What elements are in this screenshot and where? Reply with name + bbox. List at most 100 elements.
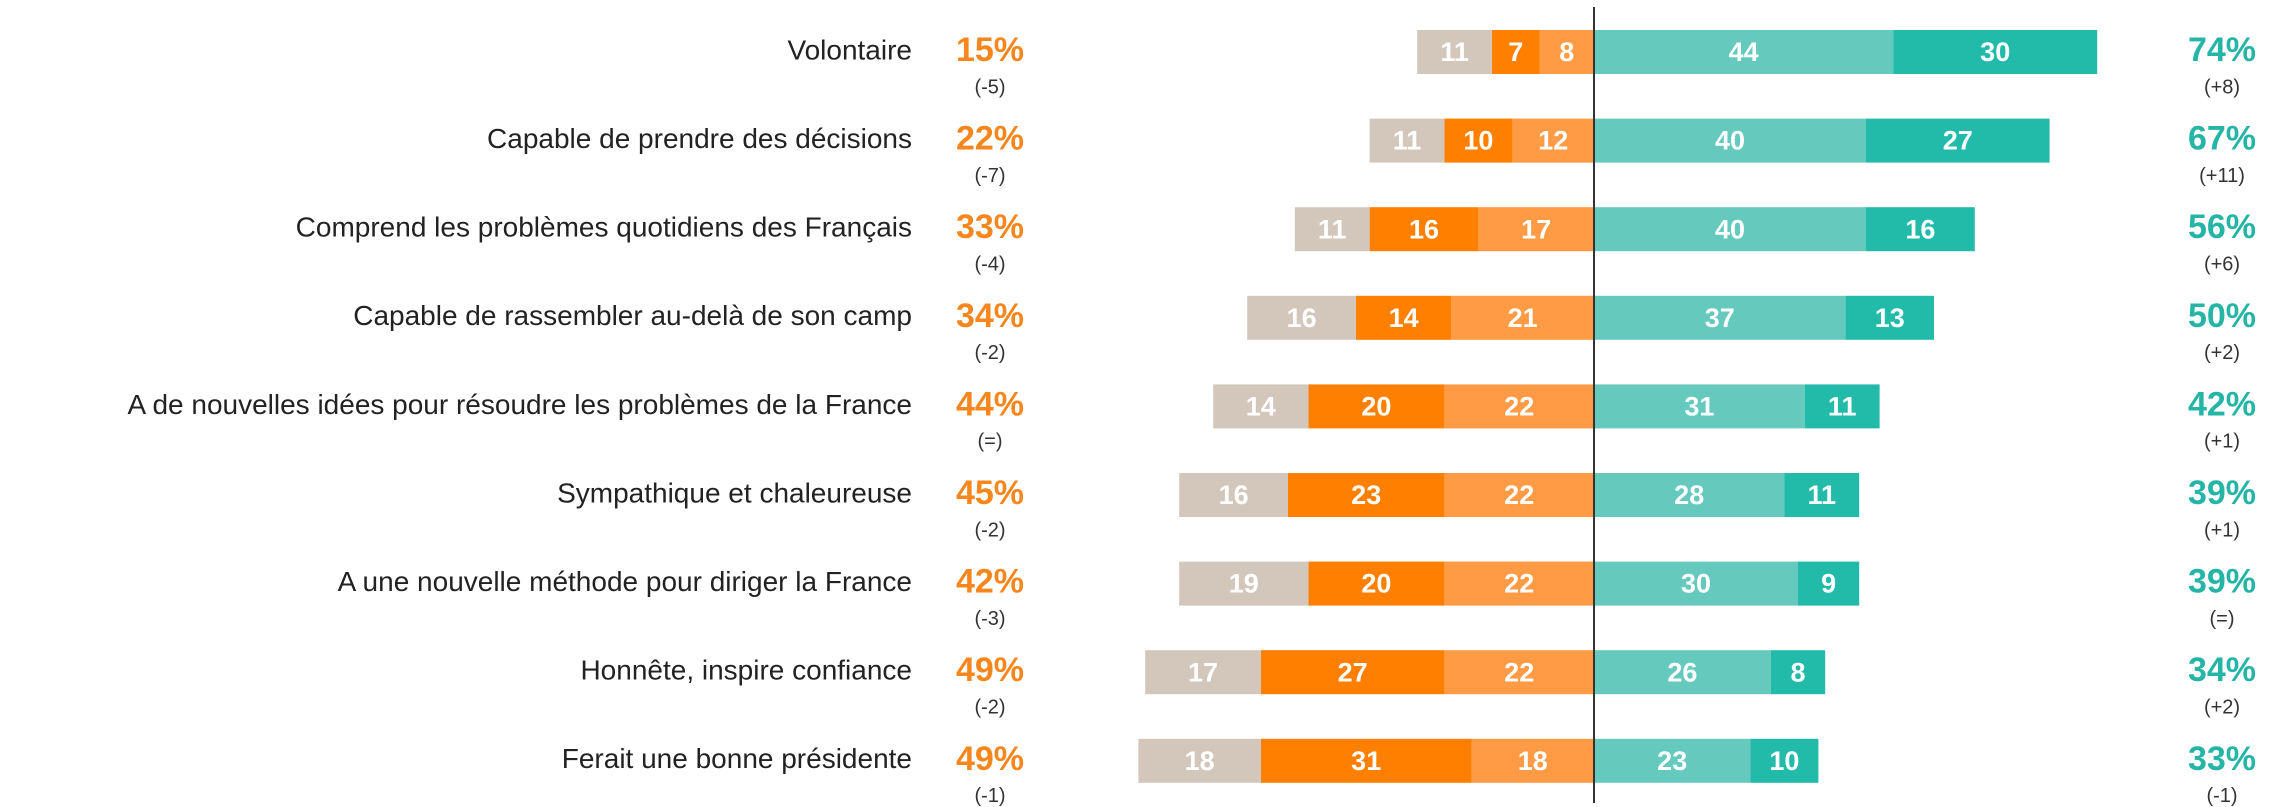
bar-segment [1288, 473, 1445, 517]
change-label: (+1) [2204, 431, 2240, 453]
bar-value: 27 [1338, 657, 1368, 687]
total-label: 34% [956, 297, 1024, 335]
bar-segment [1594, 295, 1846, 340]
bar-value: 20 [1361, 392, 1391, 422]
category-label: A une nouvelle méthode pour diriger la F… [338, 566, 912, 597]
bar-segment [1750, 738, 1819, 783]
bar-segment [1539, 30, 1594, 74]
bar-segment [1308, 384, 1445, 429]
bar-segment [1845, 295, 1934, 340]
bar-value: 37 [1705, 303, 1735, 333]
change-label: (-5) [974, 76, 1005, 98]
bar-segment [1417, 30, 1492, 74]
bar-value: 31 [1351, 746, 1381, 776]
bar-value: 19 [1229, 569, 1259, 599]
bar-segment [1294, 207, 1370, 252]
bar-value: 18 [1185, 746, 1215, 776]
bar-value: 16 [1219, 480, 1249, 510]
total-label: 74% [2188, 31, 2256, 69]
bar-segment [1866, 207, 1975, 252]
bar-value: 11 [1393, 126, 1422, 156]
bar-value: 22 [1504, 569, 1534, 599]
bar-value: 18 [1518, 746, 1548, 776]
bar-segment [1784, 473, 1860, 517]
change-label: (+8) [2204, 76, 2240, 98]
total-label: 50% [2188, 297, 2256, 335]
bar-segment [1594, 30, 1894, 74]
bar-value: 10 [1463, 126, 1493, 156]
bar-value: 21 [1508, 303, 1538, 333]
category-label: A de nouvelles idées pour résoudre les p… [128, 389, 912, 420]
bar-value: 8 [1790, 657, 1805, 687]
bar-segment [1179, 473, 1288, 517]
total-label: 42% [2188, 385, 2256, 423]
bar-segment [1451, 295, 1594, 340]
change-label: (-2) [974, 342, 1005, 364]
change-label: (+1) [2204, 519, 2240, 541]
bar-value: 22 [1504, 392, 1534, 422]
bar-segment [1594, 118, 1866, 163]
change-label: (=) [2210, 608, 2235, 630]
category-label: Volontaire [787, 34, 912, 65]
bar-value: 31 [1684, 392, 1714, 422]
bar-value: 26 [1667, 657, 1697, 687]
bar-value: 17 [1521, 214, 1551, 244]
bar-value: 40 [1715, 214, 1745, 244]
bar-value: 27 [1943, 126, 1973, 156]
category-label: Honnête, inspire confiance [580, 655, 912, 686]
total-label: 44% [956, 385, 1024, 423]
bar-segment [1444, 473, 1594, 517]
bar-segment [1866, 118, 2050, 163]
bar-segment [1770, 650, 1826, 695]
bar-segment [1594, 384, 1805, 429]
bar-segment [1369, 118, 1445, 163]
bar-value: 11 [1828, 392, 1857, 422]
bar-segment [1512, 118, 1594, 163]
bar-segment [1893, 30, 2098, 74]
category-label: Capable de rassembler au-delà de son cam… [353, 300, 912, 331]
total-label: 49% [956, 651, 1024, 689]
bar-segment [1594, 473, 1785, 517]
bar-value: 16 [1905, 214, 1935, 244]
change-label: (-1) [974, 785, 1005, 807]
category-label: Ferait une bonne présidente [562, 743, 912, 774]
bar-value: 10 [1769, 746, 1799, 776]
total-label: 33% [956, 208, 1024, 246]
bar-segment [1444, 118, 1513, 163]
bar-value: 8 [1559, 37, 1574, 67]
total-label: 67% [2188, 120, 2256, 158]
bar-segment [1247, 295, 1356, 340]
bar-value: 22 [1504, 657, 1534, 687]
bar-value: 14 [1246, 392, 1276, 422]
bar-value: 16 [1287, 303, 1317, 333]
bar-segment [1471, 738, 1594, 783]
bar-value: 22 [1504, 480, 1534, 510]
change-label: (-4) [974, 253, 1005, 275]
bar-segment [1594, 561, 1798, 606]
bar-segment [1138, 738, 1261, 783]
total-label: 33% [2188, 740, 2256, 778]
category-label: Comprend les problèmes quotidiens des Fr… [296, 212, 912, 243]
change-label: (=) [978, 431, 1003, 453]
bar-value: 12 [1538, 126, 1568, 156]
bar-value: 9 [1821, 569, 1836, 599]
bar-segment [1478, 207, 1594, 252]
bar-value: 17 [1188, 657, 1218, 687]
change-label: (-2) [974, 519, 1005, 541]
bar-segment [1444, 561, 1594, 606]
bar-value: 11 [1808, 480, 1837, 510]
bar-segment [1213, 384, 1309, 429]
total-label: 42% [956, 563, 1024, 601]
category-label: Capable de prendre des décisions [487, 123, 912, 154]
total-label: 56% [2188, 208, 2256, 246]
bar-segment [1260, 738, 1472, 783]
bar-segment [1798, 561, 1860, 606]
change-label: (+2) [2204, 342, 2240, 364]
bar-value: 14 [1389, 303, 1419, 333]
bar-value: 13 [1875, 303, 1905, 333]
change-label: (-2) [974, 696, 1005, 718]
change-label: (-7) [974, 165, 1005, 187]
bar-value: 23 [1657, 746, 1687, 776]
bar-value: 16 [1409, 214, 1439, 244]
